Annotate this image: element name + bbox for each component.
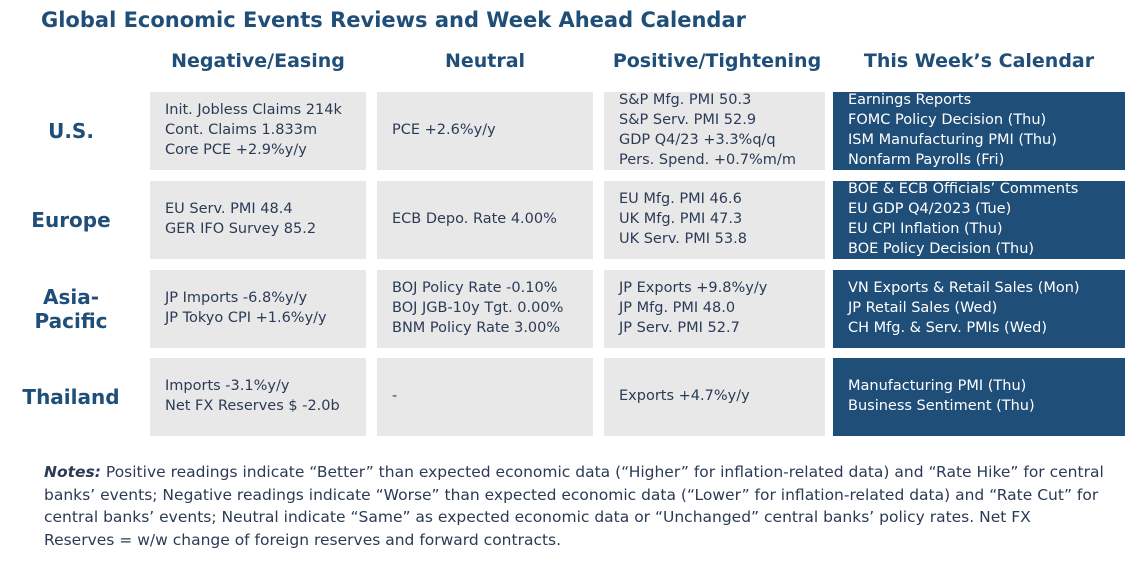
calendar-item: BOE & ECB Officials’ Comments: [848, 181, 1079, 198]
event-text: JP Exports +9.8%y/y: [619, 280, 768, 297]
calendar-item: VN Exports & Retail Sales (Mon): [848, 280, 1080, 297]
event-text: BOJ Policy Rate -0.10%: [392, 280, 558, 297]
calendar-item: Business Sentiment (Thu): [848, 398, 1035, 414]
row-label-line: Asia-: [42, 285, 100, 309]
cell-us-positive: S&P Mfg. PMI 50.3 S&P Serv. PMI 52.9 GDP…: [604, 92, 825, 170]
row-label-thailand: Thailand: [22, 385, 120, 409]
cell-asia-negative: JP Imports -6.8%y/y JP Tokyo CPI +1.6%y/…: [150, 270, 366, 348]
cell-asia-calendar: VN Exports & Retail Sales (Mon) JP Retai…: [833, 270, 1125, 348]
row-label-line: Pacific: [34, 309, 108, 333]
event-text: PCE +2.6%y/y: [392, 122, 496, 139]
column-header-positive: Positive/Tightening: [612, 50, 822, 72]
cell-europe-negative: EU Serv. PMI 48.4 GER IFO Survey 85.2: [150, 181, 366, 259]
event-text: -: [392, 388, 398, 405]
cell-europe-positive: EU Mfg. PMI 46.6 UK Mfg. PMI 47.3 UK Ser…: [604, 181, 825, 259]
cell-europe-neutral: ECB Depo. Rate 4.00%: [377, 181, 593, 259]
cell-us-neutral: PCE +2.6%y/y: [377, 92, 593, 170]
column-header-calendar: This Week’s Calendar: [863, 50, 1095, 72]
event-text: Core PCE +2.9%y/y: [165, 141, 307, 158]
cell-us-negative: Init. Jobless Claims 214k Cont. Claims 1…: [150, 92, 366, 170]
event-text: GDP Q4/23 +3.3%q/q: [619, 132, 776, 148]
event-text: Imports -3.1%y/y: [165, 378, 290, 395]
event-text: Init. Jobless Claims 214k: [165, 102, 342, 119]
event-text: EU Mfg. PMI 46.6: [619, 191, 742, 208]
event-text: JP Imports -6.8%y/y: [165, 290, 308, 307]
calendar-item: Manufacturing PMI (Thu): [848, 378, 1027, 395]
event-text: JP Tokyo CPI +1.6%y/y: [165, 310, 327, 326]
calendar-item: Nonfarm Payrolls (Fri): [848, 151, 1005, 168]
notes: Notes: Positive readings indicate “Bette…: [44, 461, 1104, 551]
calendar-item: JP Retail Sales (Wed): [848, 300, 998, 317]
notes-text: Positive readings indicate “Better” than…: [44, 463, 1104, 549]
event-text: UK Mfg. PMI 47.3: [619, 211, 743, 228]
cell-thailand-calendar: Manufacturing PMI (Thu) Business Sentime…: [833, 358, 1125, 436]
event-text: Pers. Spend. +0.7%m/m: [619, 151, 796, 168]
event-text: Cont. Claims 1.833m: [165, 122, 318, 139]
page-title: Global Economic Events Reviews and Week …: [41, 8, 746, 32]
event-text: ECB Depo. Rate 4.00%: [392, 211, 557, 228]
cell-asia-neutral: BOJ Policy Rate -0.10% BOJ JGB-10y Tgt. …: [377, 270, 593, 348]
calendar-item: BOE Policy Decision (Thu): [848, 240, 1035, 257]
event-text: EU Serv. PMI 48.4: [165, 201, 293, 218]
column-header-negative: Negative/Easing: [171, 50, 345, 72]
event-text: Net FX Reserves $ -2.0b: [165, 398, 340, 414]
event-text: BOJ JGB-10y Tgt. 0.00%: [392, 300, 564, 317]
event-text: JP Mfg. PMI 48.0: [619, 300, 736, 317]
row-label-us: U.S.: [48, 119, 94, 143]
cell-thailand-neutral: -: [377, 358, 593, 436]
calendar-item: Earnings Reports: [848, 92, 972, 109]
calendar-item: FOMC Policy Decision (Thu): [848, 112, 1047, 129]
cell-thailand-negative: Imports -3.1%y/y Net FX Reserves $ -2.0b: [150, 358, 366, 436]
event-text: UK Serv. PMI 53.8: [619, 230, 747, 247]
row-label-asia-pacific: Asia- Pacific: [10, 270, 132, 348]
event-text: BNM Policy Rate 3.00%: [392, 319, 561, 336]
column-header-neutral: Neutral: [444, 50, 526, 72]
event-text: JP Serv. PMI 52.7: [619, 319, 740, 336]
calendar-item: CH Mfg. & Serv. PMIs (Wed): [848, 319, 1047, 336]
cell-europe-calendar: BOE & ECB Officials’ Comments EU GDP Q4/…: [833, 181, 1125, 259]
notes-label: Notes:: [44, 463, 101, 481]
row-label-europe: Europe: [31, 208, 111, 232]
cell-thailand-positive: Exports +4.7%y/y: [604, 358, 825, 436]
event-text: S&P Mfg. PMI 50.3: [619, 92, 752, 109]
event-text: GER IFO Survey 85.2: [165, 221, 317, 237]
calendar-item: ISM Manufacturing PMI (Thu): [848, 132, 1057, 148]
calendar-item: EU CPI Inflation (Thu): [848, 221, 1003, 237]
cell-us-calendar: Earnings Reports FOMC Policy Decision (T…: [833, 92, 1125, 170]
event-text: S&P Serv. PMI 52.9: [619, 112, 757, 129]
calendar-item: EU GDP Q4/2023 (Tue): [848, 201, 1012, 218]
event-text: Exports +4.7%y/y: [619, 388, 750, 405]
cell-asia-positive: JP Exports +9.8%y/y JP Mfg. PMI 48.0 JP …: [604, 270, 825, 348]
